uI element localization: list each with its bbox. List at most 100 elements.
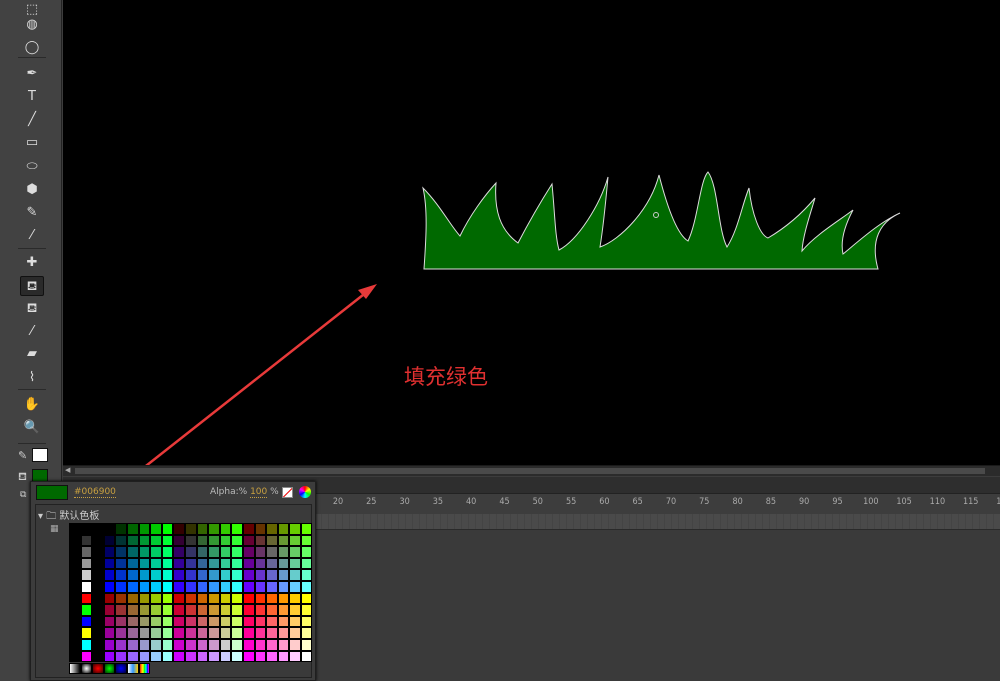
color-swatch[interactable] (300, 569, 313, 581)
color-swatch[interactable] (196, 569, 209, 581)
color-swatch[interactable] (196, 546, 209, 558)
color-swatch[interactable] (196, 580, 209, 593)
color-swatch[interactable] (266, 523, 278, 535)
color-swatch[interactable] (300, 534, 313, 547)
color-swatch[interactable] (277, 534, 290, 547)
color-swatch[interactable] (103, 523, 116, 535)
color-swatch[interactable] (254, 569, 267, 581)
color-swatch[interactable] (231, 546, 243, 558)
color-wheel-button[interactable] (299, 486, 311, 498)
color-swatch[interactable] (173, 557, 185, 570)
color-swatch[interactable] (208, 546, 220, 558)
color-swatch[interactable] (173, 569, 185, 581)
color-swatch[interactable] (161, 546, 174, 558)
scrollbar-thumb[interactable] (75, 468, 985, 474)
color-swatch[interactable] (103, 557, 116, 570)
color-swatch[interactable] (242, 580, 255, 593)
color-swatch[interactable] (289, 627, 301, 639)
hex-value-field[interactable]: #006900 (74, 487, 116, 498)
color-swatch[interactable] (277, 580, 290, 593)
color-swatch[interactable] (219, 627, 232, 639)
color-swatch[interactable] (184, 557, 197, 570)
color-swatch[interactable] (242, 650, 255, 663)
color-swatch[interactable] (289, 650, 301, 663)
eraser-tool[interactable]: ▰ (27, 346, 37, 361)
color-swatch[interactable] (208, 650, 220, 663)
color-swatch[interactable] (161, 534, 174, 547)
color-swatch[interactable] (138, 557, 151, 570)
color-swatch[interactable] (150, 557, 162, 570)
color-swatch[interactable] (92, 569, 104, 581)
color-swatch[interactable] (126, 580, 139, 593)
color-swatch[interactable] (80, 569, 93, 581)
color-swatch[interactable] (138, 534, 151, 547)
color-swatch[interactable] (161, 557, 174, 570)
color-swatch[interactable] (277, 546, 290, 558)
color-swatch[interactable] (138, 569, 151, 581)
color-swatch[interactable] (161, 638, 174, 651)
color-swatch[interactable] (103, 569, 116, 581)
color-swatch[interactable] (219, 615, 232, 628)
color-swatch[interactable] (92, 523, 104, 535)
color-swatch[interactable] (219, 604, 232, 616)
color-swatch[interactable] (126, 534, 139, 547)
color-swatch[interactable] (219, 650, 232, 663)
color-swatch[interactable] (161, 569, 174, 581)
brush-tool[interactable]: ⁄ (30, 228, 34, 243)
color-swatch[interactable] (289, 546, 301, 558)
color-swatch[interactable] (254, 523, 267, 535)
color-swatch[interactable] (173, 592, 185, 605)
color-swatch[interactable] (80, 557, 93, 570)
palette-header[interactable]: ▾ 🗀 默认色板 (38, 507, 99, 526)
gradient-swatch[interactable] (126, 663, 139, 674)
color-swatch[interactable] (150, 604, 162, 616)
color-swatch[interactable] (126, 557, 139, 570)
color-swatch[interactable] (208, 534, 220, 547)
color-swatch[interactable] (219, 580, 232, 593)
color-swatch[interactable] (103, 615, 116, 628)
stroke-color-swatch[interactable] (32, 448, 48, 462)
color-swatch[interactable] (266, 592, 278, 605)
color-swatch[interactable] (92, 557, 104, 570)
color-swatch[interactable] (219, 569, 232, 581)
color-swatch[interactable] (289, 557, 301, 570)
color-swatch[interactable] (196, 592, 209, 605)
color-swatch[interactable] (300, 557, 313, 570)
color-swatch[interactable] (184, 615, 197, 628)
color-swatch[interactable] (277, 592, 290, 605)
color-swatch[interactable] (173, 546, 185, 558)
color-swatch[interactable] (208, 638, 220, 651)
color-swatch[interactable] (80, 546, 93, 558)
oval-tool[interactable]: ⬭ (26, 159, 38, 174)
fill-color-icon[interactable]: ⛾ (18, 470, 27, 483)
gradient-swatch[interactable] (115, 663, 127, 674)
color-swatch[interactable] (219, 523, 232, 535)
color-swatch[interactable] (126, 638, 139, 651)
color-swatch[interactable] (92, 592, 104, 605)
color-swatch[interactable] (254, 557, 267, 570)
color-swatch[interactable] (231, 638, 243, 651)
color-swatch[interactable] (184, 580, 197, 593)
color-swatch[interactable] (266, 638, 278, 651)
color-swatch[interactable] (184, 534, 197, 547)
color-swatch[interactable] (138, 592, 151, 605)
color-swatch[interactable] (115, 650, 127, 663)
color-swatch[interactable] (196, 627, 209, 639)
polystar-tool[interactable]: ⬢ (26, 182, 38, 197)
color-swatch[interactable] (126, 650, 139, 663)
color-swatch[interactable] (69, 627, 81, 639)
color-swatch[interactable] (266, 604, 278, 616)
color-swatch[interactable] (208, 592, 220, 605)
color-swatch[interactable] (266, 546, 278, 558)
color-swatch[interactable] (254, 615, 267, 628)
color-swatch[interactable] (266, 534, 278, 547)
color-swatch[interactable] (266, 615, 278, 628)
text-tool[interactable]: T (28, 89, 36, 104)
bone-tool[interactable]: ✚ (26, 255, 38, 270)
color-swatch[interactable] (126, 592, 139, 605)
color-swatch[interactable] (277, 569, 290, 581)
color-swatch[interactable] (208, 523, 220, 535)
subselection-tool[interactable]: ⬚ (25, 2, 39, 17)
color-swatch[interactable] (150, 615, 162, 628)
color-swatch[interactable] (126, 546, 139, 558)
